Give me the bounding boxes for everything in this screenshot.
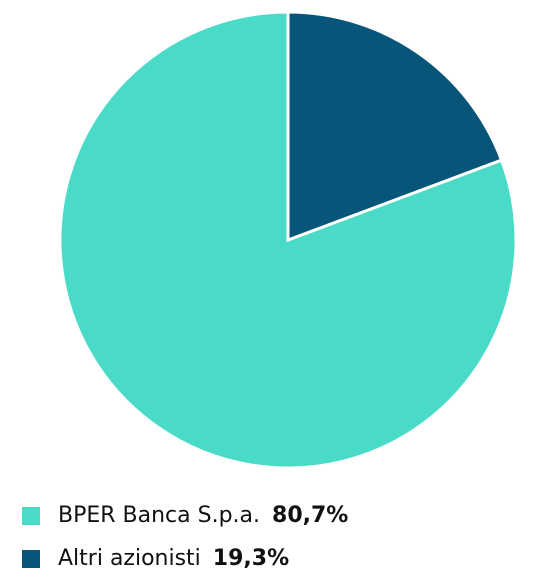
value-label: 19,3% xyxy=(213,546,289,571)
legend-swatch xyxy=(22,550,40,568)
pie-slice xyxy=(286,10,504,243)
legend-label: BPER Banca S.p.a. xyxy=(58,503,260,528)
legend-swatch xyxy=(22,507,40,525)
value-label: 80,7% xyxy=(272,503,348,528)
legend-label: Altri azionisti xyxy=(58,546,201,571)
